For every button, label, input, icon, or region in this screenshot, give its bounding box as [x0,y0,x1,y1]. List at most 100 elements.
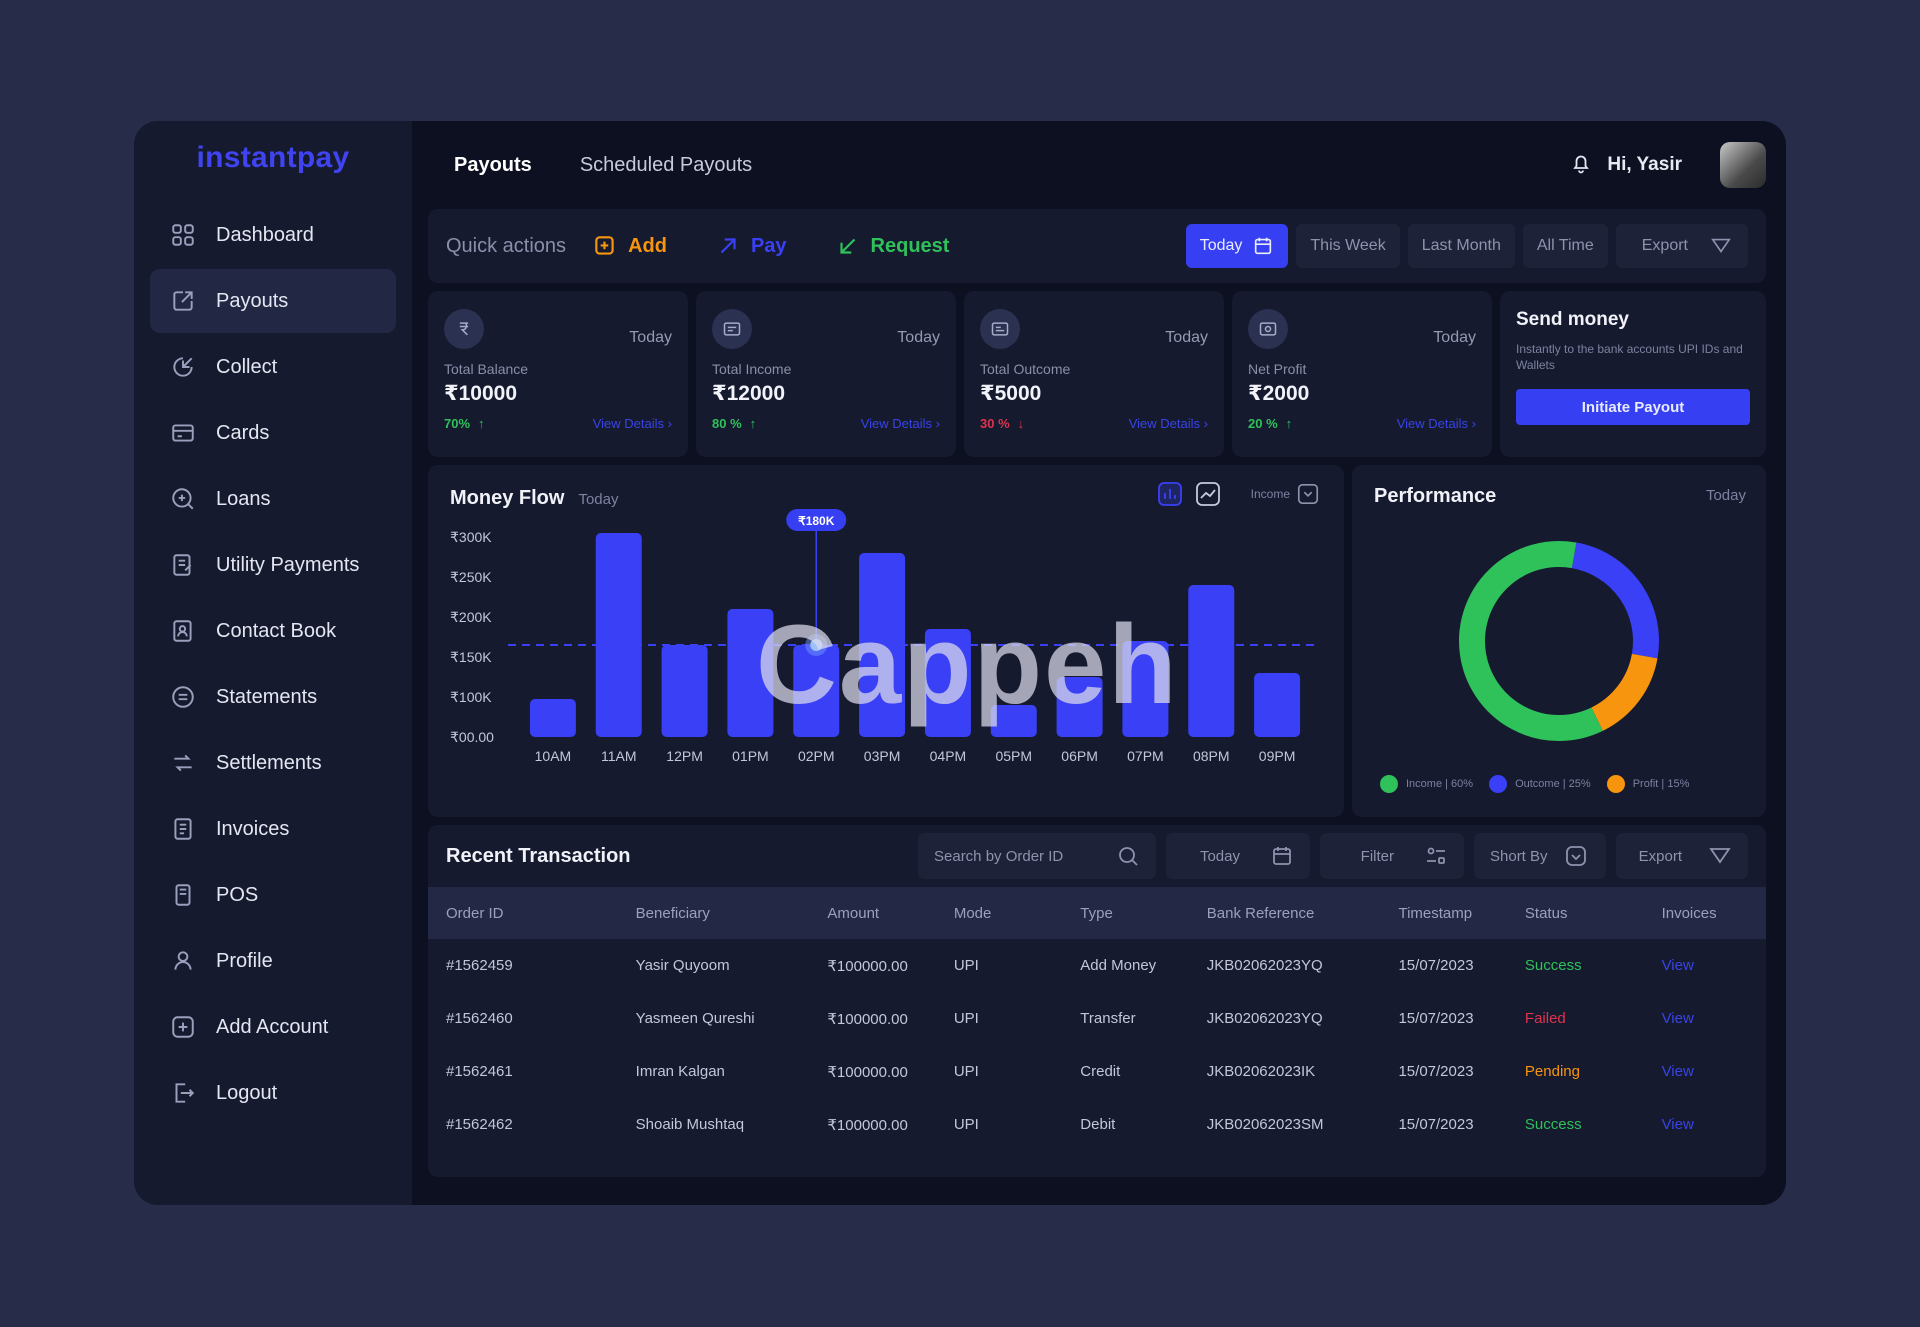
transactions-title: Recent Transaction [446,844,631,867]
bar-chart-icon[interactable] [1157,481,1183,507]
invoice-icon [170,816,196,842]
line-chart-icon[interactable] [1195,481,1221,507]
cell-time: 15/07/2023 [1398,1010,1474,1027]
sidebar-item-contact-book[interactable]: Contact Book [150,599,396,663]
sidebar-item-label: Payouts [216,289,289,312]
sidebar-item-statements[interactable]: Statements [150,665,396,729]
cell-id: #1562462 [446,1116,513,1133]
income-dropdown[interactable]: Income [1251,482,1320,506]
bar-09pm[interactable] [1254,673,1301,737]
cell-ref: JKB02062023YQ [1206,1010,1323,1027]
total-income-icon [712,309,752,349]
sidebar-item-profile[interactable]: Profile [150,929,396,993]
bar-11am[interactable] [595,533,642,737]
view-details-link[interactable]: View Details › [593,416,672,431]
view-invoice-link[interactable]: View [1661,957,1694,974]
sidebar-item-logout[interactable]: Logout [150,1061,396,1125]
chevron-right-icon: › [667,416,672,431]
donut-slice-outcome[interactable] [1571,542,1659,659]
view-details-link[interactable]: View Details › [861,416,940,431]
cell-id: #1562460 [446,1010,513,1027]
filter-today[interactable]: Today [1185,224,1289,268]
sidebar-item-utility-payments[interactable]: Utility Payments [150,533,396,597]
avatar[interactable] [1720,142,1766,188]
chevron-right-icon: › [1203,416,1208,431]
total-outcome-icon [980,309,1020,349]
filter-all-time[interactable]: All Time [1522,224,1608,268]
contact-book-icon [170,618,196,644]
transactions-table: Order ID Beneficiary Amount Mode Type Bank Re… [428,887,1766,1151]
stat-period: Today [1165,329,1208,346]
bell-icon[interactable] [1569,151,1593,180]
bar-06pm[interactable] [1056,677,1103,737]
donut-slice-income[interactable] [1459,541,1603,741]
sidebar-nav: Dashboard Payouts Collect Cards Loans Utility… [134,203,412,1125]
view-invoice-link[interactable]: View [1661,1063,1694,1080]
marker-point[interactable] [810,639,823,651]
view-invoice-link[interactable]: View [1661,1116,1694,1133]
sidebar-item-pos[interactable]: POS [150,863,396,927]
request-label: Request [870,234,950,257]
cell-status: Failed [1524,1010,1566,1027]
x-tick-label: 01PM [732,748,769,764]
order-search-input[interactable]: Search by Order ID [918,833,1156,879]
sort-by-button[interactable]: Short By [1474,833,1606,879]
stat-value: ₹12000 [712,382,786,405]
bar-02pm[interactable] [793,645,840,737]
pay-button[interactable]: Pay [715,233,787,259]
stat-value: ₹2000 [1248,382,1310,405]
sidebar-item-settlements[interactable]: Settlements [150,731,396,795]
sidebar-item-collect[interactable]: Collect [150,335,396,399]
column-header-timestamp: Timestamp [1398,904,1473,922]
add-button[interactable]: Add [592,233,667,259]
export-button[interactable]: Export [1616,833,1748,879]
sidebar-item-cards[interactable]: Cards [150,401,396,465]
sidebar-item-dashboard[interactable]: Dashboard [150,203,396,267]
card-icon [170,420,196,446]
date-filter-label: Today [1199,847,1240,865]
date-filter-button[interactable]: Today [1166,833,1310,879]
tab-payouts[interactable]: Payouts [454,153,532,176]
sidebar-item-label: Contact Book [216,619,337,642]
sidebar-item-payouts[interactable]: Payouts [150,269,396,333]
bar-08pm[interactable] [1188,585,1235,737]
sidebar-item-label: Invoices [216,817,290,840]
sidebar-item-add-account[interactable]: Add Account [150,995,396,1059]
chevron-right-icon: › [935,416,940,431]
tab-scheduled-payouts[interactable]: Scheduled Payouts [579,153,753,176]
bar-07pm[interactable] [1122,641,1169,737]
filter-this-week[interactable]: This Week [1296,224,1400,268]
x-tick-label: 10AM [535,748,572,764]
filter-last-month[interactable]: Last Month [1407,224,1515,268]
bar-12pm[interactable] [661,645,708,737]
initiate-payout-button[interactable]: Initiate Payout [1516,389,1750,425]
sidebar-item-label: Statements [216,685,318,708]
view-invoice-link[interactable]: View [1661,1010,1694,1027]
view-details-link[interactable]: View Details › [1129,416,1208,431]
filter-today-label: Today [1199,237,1243,254]
trend-up-icon: ↑ [749,416,757,431]
stat-value: ₹10000 [444,382,518,405]
sidebar-item-label: POS [216,883,259,906]
filter-button[interactable]: Filter [1320,833,1464,879]
sidebar-item-loans[interactable]: Loans [150,467,396,531]
donut-slice-profit[interactable] [1591,653,1658,731]
bar-05pm[interactable] [990,705,1037,737]
request-button[interactable]: Request [835,233,950,259]
view-details-link[interactable]: View Details › [1397,416,1476,431]
cell-type: Transfer [1080,1010,1136,1027]
sidebar-item-invoices[interactable]: Invoices [150,797,396,861]
cell-type: Debit [1080,1116,1116,1133]
send-money-title: Send money [1516,309,1629,330]
bar-01pm[interactable] [727,609,774,737]
bar-04pm[interactable] [924,629,971,737]
legend-income-dot [1380,775,1398,793]
column-header-beneficiary: Beneficiary [635,904,710,922]
bar-10am[interactable] [529,699,576,737]
export-button[interactable]: Export [1615,224,1748,268]
marker-tooltip [786,509,847,531]
period-filters: Today This Week Last Month All Time Expo… [1185,224,1748,268]
cell-name: Yasmeen Qureshi [635,1010,755,1027]
bar-03pm[interactable] [859,553,906,737]
cell-amount: ₹100000.00 [827,1116,908,1134]
